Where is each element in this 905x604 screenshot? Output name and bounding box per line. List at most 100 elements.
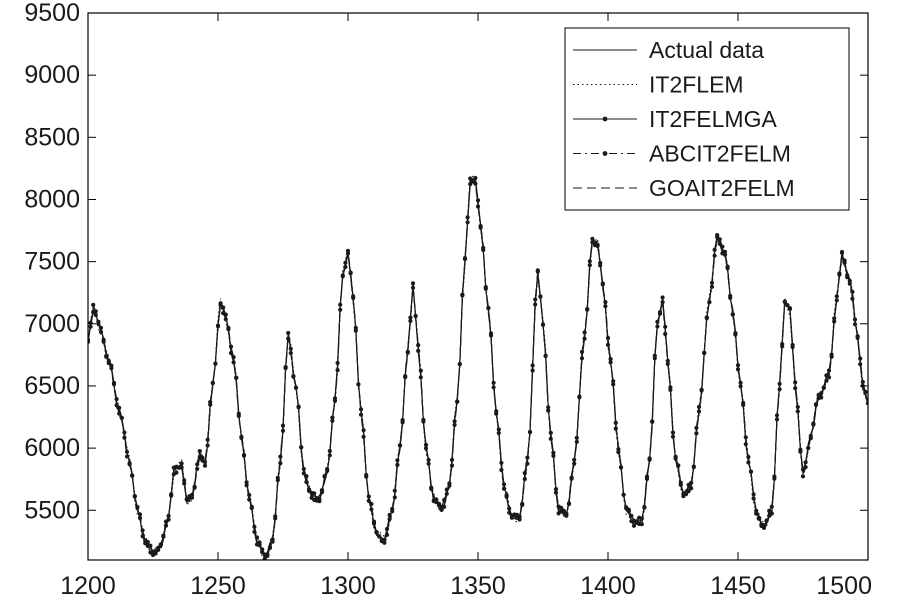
data-point bbox=[631, 523, 637, 528]
data-point bbox=[603, 300, 608, 305]
data-point bbox=[535, 268, 540, 273]
x-tick-label: 1250 bbox=[190, 572, 246, 600]
legend-label: ABCIT2FELM bbox=[649, 141, 791, 167]
legend-label: Actual data bbox=[649, 37, 764, 63]
data-point bbox=[496, 430, 501, 436]
data-point bbox=[343, 260, 348, 265]
data-point bbox=[663, 324, 668, 329]
data-point bbox=[330, 415, 335, 420]
y-tick-label: 8500 bbox=[24, 123, 80, 151]
data-point bbox=[793, 386, 798, 391]
data-point bbox=[790, 342, 795, 347]
data-point bbox=[530, 368, 535, 373]
data-point bbox=[559, 505, 564, 510]
series-line-abcit2felm bbox=[88, 177, 868, 560]
data-point bbox=[551, 453, 556, 458]
data-point bbox=[161, 533, 166, 538]
data-point bbox=[764, 518, 769, 523]
data-point bbox=[709, 284, 715, 289]
x-tick-label: 1300 bbox=[320, 572, 376, 600]
y-tick-label: 9500 bbox=[24, 0, 80, 27]
data-point bbox=[678, 480, 683, 485]
data-point bbox=[642, 505, 647, 510]
data-point bbox=[343, 264, 348, 270]
data-point bbox=[605, 342, 611, 347]
data-point bbox=[317, 497, 322, 502]
data-point bbox=[299, 445, 304, 450]
data-point bbox=[93, 309, 98, 314]
data-point bbox=[590, 236, 595, 241]
data-point bbox=[364, 474, 369, 479]
data-point bbox=[439, 504, 444, 509]
series-line-it2felmga bbox=[88, 176, 868, 556]
data-point bbox=[616, 450, 621, 455]
x-tick-label: 1200 bbox=[60, 572, 116, 600]
data-point bbox=[257, 540, 262, 545]
data-point bbox=[587, 259, 592, 264]
data-point bbox=[449, 463, 455, 468]
legend-label: GOAIT2FELM bbox=[649, 175, 795, 201]
data-point bbox=[132, 494, 137, 499]
data-point bbox=[613, 420, 618, 425]
data-point bbox=[626, 507, 631, 512]
y-tick-label: 7500 bbox=[24, 248, 80, 276]
data-point bbox=[660, 295, 665, 300]
y-tick-label: 5500 bbox=[24, 496, 80, 524]
y-axis: 5500 6000 6500 7000 7500 8000 8500 9000 9500 bbox=[24, 0, 868, 524]
data-point bbox=[473, 181, 478, 186]
data-point bbox=[639, 522, 644, 527]
legend-label: IT2FELMGA bbox=[649, 106, 777, 132]
data-point bbox=[808, 433, 813, 438]
data-point bbox=[686, 489, 691, 494]
data-point bbox=[369, 501, 374, 507]
data-point bbox=[273, 516, 278, 521]
data-point bbox=[286, 330, 291, 336]
data-point bbox=[803, 460, 808, 465]
data-point bbox=[468, 182, 473, 187]
data-point bbox=[657, 310, 663, 315]
data-point bbox=[189, 492, 195, 497]
data-point bbox=[735, 367, 741, 372]
data-point bbox=[197, 449, 202, 454]
legend-marker bbox=[602, 151, 608, 156]
series-line-goait2felm bbox=[88, 177, 868, 559]
data-point bbox=[293, 385, 299, 390]
data-point bbox=[260, 550, 265, 555]
y-tick-label: 7000 bbox=[24, 310, 80, 338]
data-point bbox=[338, 302, 343, 307]
data-point bbox=[91, 302, 96, 307]
data-point bbox=[150, 552, 156, 558]
data-point bbox=[826, 375, 832, 380]
data-point bbox=[839, 249, 845, 255]
data-point bbox=[618, 465, 624, 470]
data-point bbox=[785, 303, 790, 308]
data-point bbox=[670, 434, 676, 439]
data-point bbox=[179, 461, 184, 466]
y-tick-label: 8000 bbox=[24, 185, 80, 213]
data-point bbox=[169, 493, 174, 498]
series-line-actual data bbox=[88, 180, 868, 558]
data-point bbox=[691, 464, 696, 469]
data-point bbox=[561, 509, 566, 514]
x-tick-label: 1400 bbox=[580, 572, 636, 600]
data-point bbox=[683, 492, 689, 497]
data-point bbox=[291, 374, 296, 379]
data-point bbox=[858, 362, 863, 367]
data-point bbox=[410, 281, 416, 286]
x-tick-label: 1500 bbox=[816, 572, 872, 600]
data-point bbox=[652, 353, 657, 358]
data-point bbox=[397, 443, 403, 448]
data-point bbox=[153, 550, 158, 555]
data-point bbox=[676, 463, 681, 468]
data-point bbox=[88, 324, 93, 329]
data-point bbox=[769, 511, 774, 516]
data-point bbox=[478, 225, 483, 230]
data-point bbox=[800, 474, 806, 479]
data-point bbox=[382, 540, 387, 545]
data-point bbox=[600, 282, 605, 287]
x-tick-label: 1350 bbox=[450, 572, 506, 600]
data-point bbox=[847, 281, 852, 286]
data-point bbox=[486, 305, 491, 310]
data-point bbox=[262, 556, 267, 560]
data-point bbox=[184, 496, 189, 501]
